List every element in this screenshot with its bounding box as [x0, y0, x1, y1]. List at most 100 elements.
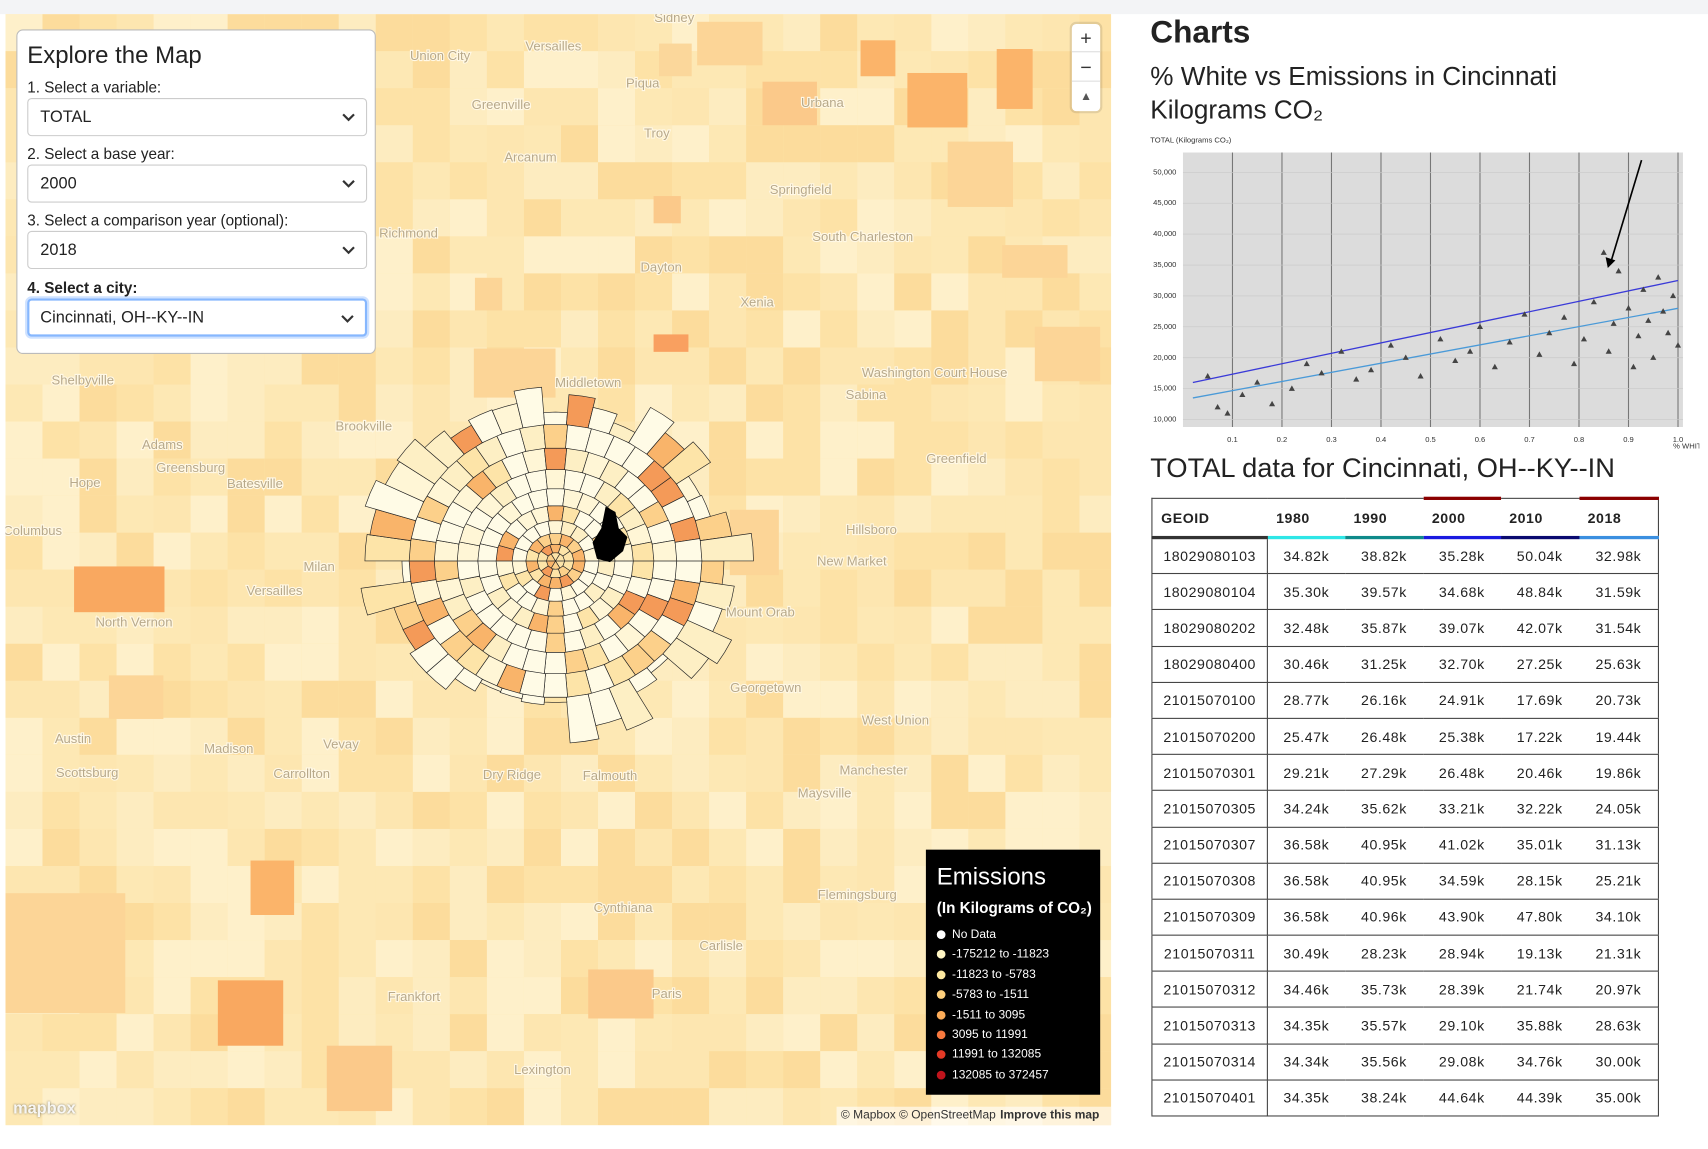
column-header[interactable]: GEOID: [1151, 498, 1268, 540]
tract[interactable]: [544, 632, 567, 654]
select[interactable]: 2018: [27, 230, 368, 270]
column-header[interactable]: 1980: [1267, 498, 1345, 540]
select[interactable]: TOTAL: [27, 98, 368, 137]
tract[interactable]: [384, 461, 436, 503]
table-row: 21015070312 34.46k 35.73k 28.39k 21.74k 20.97…: [1151, 970, 1659, 1009]
map-cell: [672, 903, 710, 941]
tract[interactable]: [566, 693, 600, 744]
map-cell: [635, 125, 673, 163]
map-region: [74, 566, 165, 613]
tract[interactable]: [544, 468, 567, 490]
tract[interactable]: [695, 580, 735, 612]
table-body: 18029080103 34.82k 38.82k 35.28k 50.04k 32.98…: [1151, 537, 1659, 1117]
tract[interactable]: [566, 394, 596, 429]
tract[interactable]: [695, 511, 733, 541]
select[interactable]: 2000: [27, 164, 368, 203]
place-label: Columbus: [5, 523, 62, 538]
tract[interactable]: [543, 447, 568, 470]
table-cell: 34.35k: [1267, 1006, 1345, 1045]
tract[interactable]: [408, 560, 437, 584]
map-cell: [746, 828, 784, 866]
map-cell: [338, 754, 376, 792]
zoom-in[interactable]: +: [1071, 24, 1101, 53]
tract[interactable]: [433, 560, 460, 583]
map-cell: [560, 754, 599, 792]
tract[interactable]: [409, 637, 449, 674]
select[interactable]: Cincinnati, OH--KY--IN: [27, 298, 368, 337]
tract[interactable]: [543, 673, 568, 698]
tract[interactable]: [628, 667, 658, 693]
tract[interactable]: [426, 653, 465, 690]
tract[interactable]: [545, 488, 566, 507]
tract[interactable]: [676, 475, 701, 503]
tract[interactable]: [543, 696, 568, 703]
x-axis-label: % WHITE: [1673, 442, 1699, 451]
map-cell: [301, 754, 339, 792]
tract[interactable]: [662, 441, 712, 485]
tract[interactable]: [402, 619, 436, 651]
tract[interactable]: [543, 411, 568, 426]
tract[interactable]: [454, 667, 483, 692]
column-header[interactable]: 2000: [1423, 496, 1501, 540]
tract[interactable]: [543, 424, 568, 449]
column-header[interactable]: 1990: [1344, 498, 1424, 540]
tract[interactable]: [393, 600, 425, 630]
tract[interactable]: [450, 424, 483, 455]
tract[interactable]: [360, 580, 417, 616]
tract[interactable]: [364, 534, 412, 562]
tract[interactable]: [546, 600, 565, 617]
attribution-text[interactable]: © Mapbox © OpenStreetMap: [840, 1108, 996, 1122]
field-label: 4. Select a city:: [27, 278, 138, 297]
tract[interactable]: [651, 539, 678, 562]
map-cell: [5, 791, 43, 829]
column-header[interactable]: 2018: [1578, 496, 1659, 540]
map-cell: [42, 495, 80, 533]
tract[interactable]: [699, 533, 754, 562]
tract[interactable]: [699, 560, 725, 585]
map-region: [762, 81, 817, 126]
tract[interactable]: [396, 438, 449, 485]
tract[interactable]: [364, 479, 425, 522]
map-cell: [190, 1088, 228, 1126]
city-tracts[interactable]: [360, 386, 754, 744]
mapbox-logo[interactable]: mapbox: [13, 1099, 76, 1118]
tract[interactable]: [628, 406, 675, 455]
map-cell: [412, 977, 450, 1015]
map-cell: [709, 199, 747, 237]
map-cell: [709, 273, 747, 311]
tract[interactable]: [369, 508, 417, 541]
tract[interactable]: [608, 678, 654, 731]
tract[interactable]: [491, 403, 524, 435]
map-cell: [857, 421, 895, 459]
column-header[interactable]: 2010: [1500, 498, 1579, 540]
tract[interactable]: [479, 678, 503, 693]
tract[interactable]: [587, 406, 618, 435]
zoom-out[interactable]: −: [1071, 53, 1101, 82]
tract[interactable]: [499, 687, 524, 700]
tract[interactable]: [520, 693, 545, 706]
tract[interactable]: [401, 560, 412, 583]
place-label: Dayton: [641, 259, 682, 274]
table-cell: 27.25k: [1500, 645, 1579, 683]
map-cell: [709, 717, 747, 755]
tract[interactable]: [543, 652, 568, 675]
tract[interactable]: [546, 505, 565, 522]
tract[interactable]: [687, 494, 711, 522]
tract[interactable]: [674, 538, 703, 562]
map-cell: [523, 51, 561, 89]
selected-tract[interactable]: [592, 506, 628, 563]
map-cell: [857, 310, 895, 348]
tract[interactable]: [608, 422, 636, 444]
tract[interactable]: [587, 687, 623, 726]
tract[interactable]: [513, 386, 545, 429]
tract[interactable]: [545, 615, 566, 634]
tract[interactable]: [646, 653, 669, 674]
tract[interactable]: [646, 432, 685, 469]
tract[interactable]: [676, 619, 733, 665]
tract[interactable]: [424, 430, 465, 469]
reset-bearing[interactable]: ▲: [1080, 90, 1092, 104]
improve-link[interactable]: Improve this map: [1000, 1108, 1100, 1122]
tract[interactable]: [662, 637, 710, 679]
tract[interactable]: [468, 409, 503, 444]
point: [1640, 286, 1647, 292]
